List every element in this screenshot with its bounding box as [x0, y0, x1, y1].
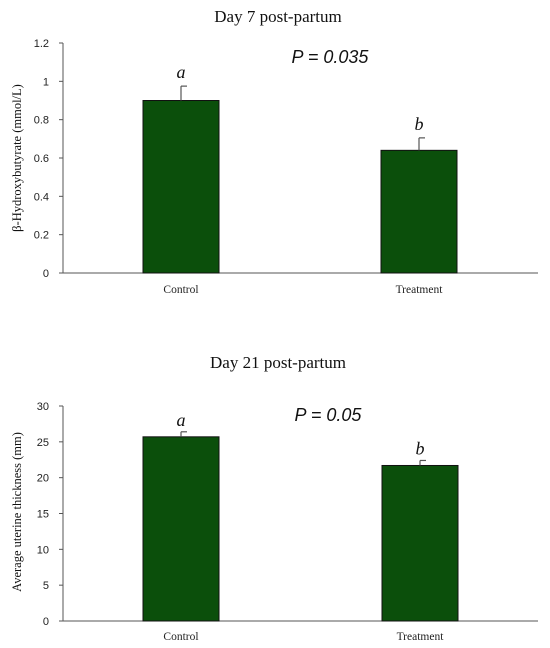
y-tick-label: 1: [43, 76, 49, 88]
y-tick-label: 30: [37, 401, 49, 413]
y-tick-label: 0.2: [34, 230, 49, 242]
p-value-annotation: P = 0.035: [292, 47, 370, 67]
y-tick-label: 0.8: [34, 115, 49, 127]
y-tick-label: 10: [37, 544, 49, 556]
y-axis-label: Average uterine thickness (mm): [10, 432, 24, 592]
y-tick-label: 15: [37, 509, 49, 521]
bar-treatment: [380, 149, 458, 274]
chart-panel-day21: Day 21 post-partum Average uterine thick…: [0, 340, 550, 648]
x-category-label: Treatment: [397, 631, 445, 643]
y-tick-label: 25: [37, 437, 49, 449]
p-value-annotation: P = 0.05: [295, 405, 363, 425]
y-tick-label: 0.6: [34, 153, 49, 165]
chart-panel-day7: Day 7 post-partum β-Hydroxybutyrate (mmo…: [0, 0, 550, 320]
y-axis-label: β-Hydroxybutyrate (mmol/L): [10, 84, 24, 232]
x-category-label: Control: [163, 284, 198, 296]
y-ticks: 0 0.2 0.4 0.6 0.8 1 1.2: [34, 38, 63, 280]
y-tick-label: 0: [43, 268, 49, 280]
x-category-label: Treatment: [396, 284, 444, 296]
significance-letter: b: [415, 114, 424, 134]
y-ticks: 0 5 10 15 20 25 30: [37, 401, 63, 628]
x-category-label: Control: [163, 631, 198, 643]
bar-control: [142, 100, 220, 274]
bar-control: [142, 436, 220, 622]
chart-title: Day 21 post-partum: [210, 353, 346, 372]
chart-title: Day 7 post-partum: [214, 7, 341, 26]
y-tick-label: 0.4: [34, 191, 49, 203]
bar-treatment: [381, 464, 459, 622]
chart-day21-svg: Day 21 post-partum Average uterine thick…: [10, 353, 538, 643]
significance-letter: a: [177, 410, 186, 430]
significance-letter: b: [416, 438, 425, 458]
significance-letter: a: [177, 62, 186, 82]
y-tick-label: 5: [43, 580, 49, 592]
y-tick-label: 20: [37, 473, 49, 485]
chart-day7-svg: Day 7 post-partum β-Hydroxybutyrate (mmo…: [10, 7, 538, 296]
bars: a Control b Treatment: [142, 62, 458, 296]
y-tick-label: 1.2: [34, 38, 49, 50]
y-tick-label: 0: [43, 616, 49, 628]
bars: a Control b Treatment: [142, 410, 459, 643]
